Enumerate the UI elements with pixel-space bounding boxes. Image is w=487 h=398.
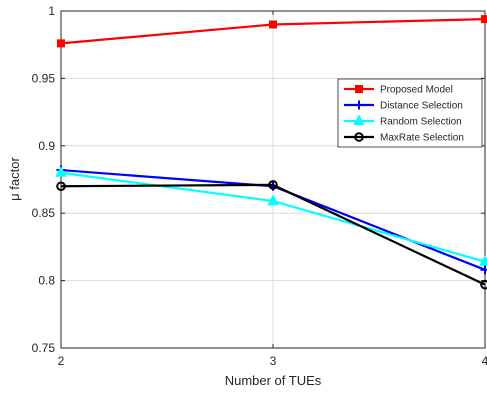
x-axis-label: Number of TUEs: [225, 373, 322, 388]
y-tick-label: 1: [48, 4, 55, 18]
data-point-proposed-model: [58, 40, 65, 47]
legend: Proposed Model Distance Selection Random S…: [338, 79, 482, 147]
y-tick-label: 0.75: [32, 341, 56, 355]
y-axis-label: μ factor: [7, 157, 22, 201]
legend-label-maxrate-selection: MaxRate Selection: [380, 133, 464, 144]
legend-marker-proposed-model: [356, 86, 363, 93]
y-tick-label: 0.85: [32, 206, 56, 220]
y-tick-label: 0.8: [38, 274, 55, 288]
data-point-proposed-model: [270, 21, 277, 28]
x-tick-label: 2: [58, 354, 65, 368]
legend-label-proposed-model: Proposed Model: [380, 85, 453, 96]
legend-label-distance-selection: Distance Selection: [380, 101, 463, 112]
x-tick-label: 4: [482, 354, 487, 368]
data-point-proposed-model: [482, 16, 487, 23]
y-tick-label: 0.95: [32, 71, 56, 85]
legend-label-random-selection: Random Selection: [380, 117, 462, 128]
x-tick-label: 3: [270, 354, 277, 368]
y-tick-label: 0.9: [38, 139, 55, 153]
